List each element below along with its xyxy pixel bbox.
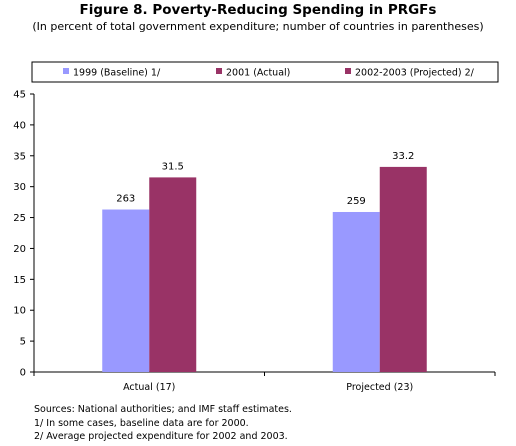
y-tick-label: 20 [13,244,26,255]
legend: 1999 (Baseline) 1/2001 (Actual) 2002-2003… [31,61,499,83]
bar-2-1 [332,211,380,372]
y-tick-label: 10 [13,306,26,317]
axes: 0 5 10 15 20 25 30 35 40 45 Actual (17) Projected (… [13,90,496,393]
bar-chart: 1999 (Baseline) 1/2001 (Actual) 2002-2003… [13,61,499,393]
x-tick-label: Projected (23) [346,382,413,393]
footnote-2: 2/ Average projected expenditure for 200… [34,431,288,442]
bar-value-label: 263 [116,194,135,205]
y-tick-label: 35 [13,151,26,162]
legend-label-1: 1999 (Baseline) 1/ [73,68,161,79]
footnotes: Sources: National authorities; and IMF s… [34,403,292,444]
bars [102,166,427,372]
bar-1-2 [149,177,197,372]
chart-subtitle: (In percent of total government expendit… [32,20,484,33]
bar-value-label: 31.5 [162,161,184,172]
y-tick-label: 40 [13,120,26,131]
legend-swatch-3 [345,68,351,74]
y-tick-label: 0 [20,368,26,379]
legend-swatch-1 [63,68,69,74]
data-labels: 263 31.5 259 33.2 [116,151,414,207]
y-tick-label: 15 [13,275,26,286]
footnote-1: 1/ In some cases, baseline data are for … [34,417,249,429]
legend-label-2: 2001 (Actual) [226,68,290,79]
sources-note: Sources: National authorities; and IMF s… [34,404,292,415]
y-tick-label: 45 [13,90,26,101]
legend-box [31,61,499,83]
bar-value-label: 259 [347,196,366,207]
y-tick-label: 30 [13,182,26,193]
y-tick-label: 5 [20,337,26,348]
bar-value-label: 33.2 [392,151,414,162]
y-tick-label: 25 [13,213,26,224]
bar-2-3 [379,166,427,372]
legend-label-3: 2002-2003 (Projected) 2/ [355,68,475,79]
x-tick-label: Actual (17) [123,382,175,393]
chart-title: Figure 8. Poverty-Reducing Spending in P… [79,2,437,18]
legend-swatch-2 [216,68,222,74]
bar-1-1 [102,209,150,372]
